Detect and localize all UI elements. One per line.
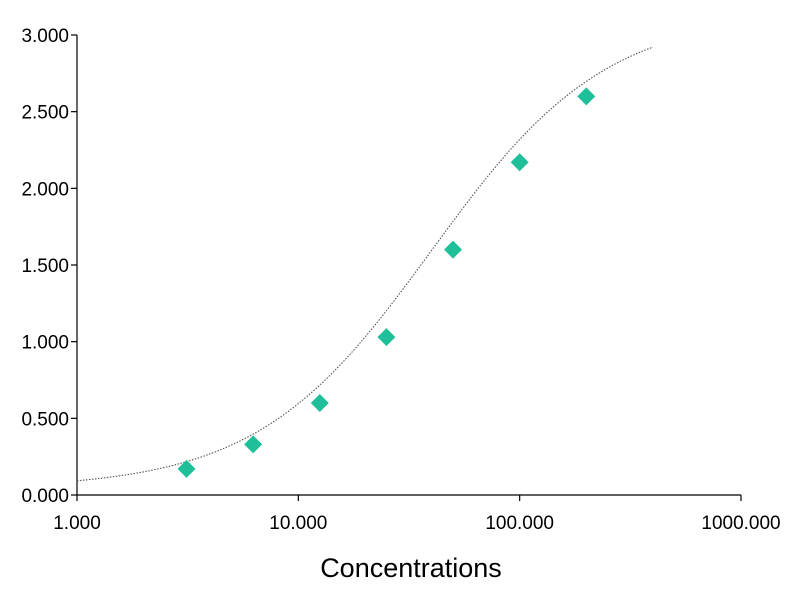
y-tick-label: 3.000 (21, 26, 69, 47)
x-tick-label: 100.000 (485, 513, 554, 534)
y-tick-label: 0.000 (21, 486, 69, 507)
x-tick-label: 1000.000 (701, 513, 780, 534)
fit-curve-line (76, 46, 654, 482)
series-layer (76, 46, 654, 482)
x-ticks: 1.000 10.000 100.000 1000.000 (53, 495, 781, 534)
y-tick-label: 2.500 (21, 103, 69, 124)
data-point (244, 435, 263, 454)
x-tick-label: 1.000 (53, 513, 101, 534)
data-point (377, 328, 396, 347)
y-tick-label: 1.500 (21, 256, 69, 277)
data-point (177, 459, 196, 478)
y-tick-label: 2.000 (21, 179, 69, 200)
data-point (444, 240, 463, 259)
axes (76, 35, 741, 496)
y-tick-label: 1.000 (21, 333, 69, 354)
x-tick-label: 10.000 (269, 513, 327, 534)
data-point (577, 87, 596, 106)
data-point (510, 153, 529, 172)
y-tick-label: 0.500 (21, 409, 69, 430)
y-ticks: 0.000 0.500 1.000 1.500 2.000 2.500 3.000 (21, 26, 77, 507)
x-axis-title: Concentrations (320, 553, 502, 583)
data-point (310, 394, 329, 412)
